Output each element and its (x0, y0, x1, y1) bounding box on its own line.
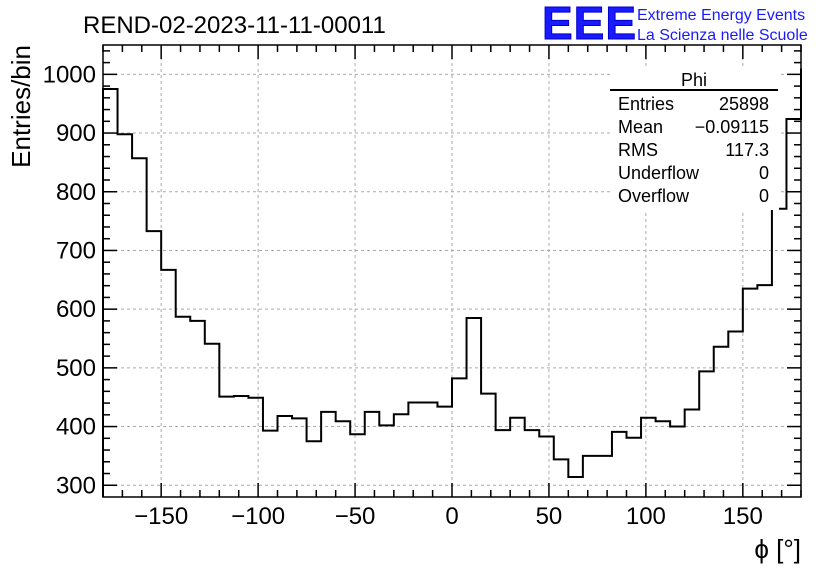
y-tick-label: 400 (56, 414, 96, 441)
x-tick-label: 0 (445, 503, 458, 530)
y-tick-labels: 300 400 500 600 700 800 900 1000 (43, 61, 96, 499)
y-axis-title: Entries/bin (6, 45, 36, 168)
eee-logo-line1: Extreme Energy Events (637, 7, 805, 24)
x-tick-label: −150 (134, 503, 188, 530)
stats-row-label: Underflow (618, 163, 700, 183)
histogram-step-line (102, 68, 802, 497)
stats-row-value: 0 (759, 163, 769, 183)
stats-row-value: 117.3 (725, 140, 769, 160)
axis-ticks (102, 45, 802, 497)
grid-lines (103, 45, 801, 497)
stats-row-value: 0 (759, 186, 769, 206)
stats-row-label: Mean (618, 117, 663, 137)
stats-box: Phi Entries 25898 Mean −0.09115 RMS 117.3 Unde… (610, 68, 779, 210)
stats-row-label: Overflow (618, 186, 690, 206)
y-tick-label: 1000 (43, 61, 96, 88)
run-title: REND-02-2023-11-11-00011 (83, 12, 386, 39)
stats-box-title: Phi (681, 70, 707, 90)
stats-box-background (610, 68, 779, 210)
x-tick-label: 100 (626, 503, 666, 530)
stats-row-value: 25898 (719, 94, 769, 114)
x-tick-label: 50 (536, 503, 563, 530)
y-tick-label: 600 (56, 296, 96, 323)
eee-logo: EEE Extreme Energy Events La Scienza nel… (542, 0, 808, 50)
x-tick-labels: −150 −100 −50 0 50 100 150 (134, 503, 763, 530)
y-tick-label: 800 (56, 179, 96, 206)
eee-logo-letters: EEE (542, 0, 637, 49)
y-tick-label: 900 (56, 120, 96, 147)
y-tick-label: 300 (56, 472, 96, 499)
y-tick-label: 500 (56, 355, 96, 382)
eee-logo-line2: La Scienza nelle Scuole (637, 27, 808, 44)
y-tick-label: 700 (56, 237, 96, 264)
x-axis-title: ϕ [°] (754, 534, 801, 564)
stats-row-value: −0.09115 (695, 117, 769, 137)
x-tick-label: −50 (335, 503, 376, 530)
x-tick-label: −100 (231, 503, 285, 530)
plot-frame (102, 44, 802, 498)
stats-row-label: RMS (618, 140, 658, 160)
stats-row-label: Entries (618, 94, 674, 114)
x-tick-label: 150 (723, 503, 763, 530)
